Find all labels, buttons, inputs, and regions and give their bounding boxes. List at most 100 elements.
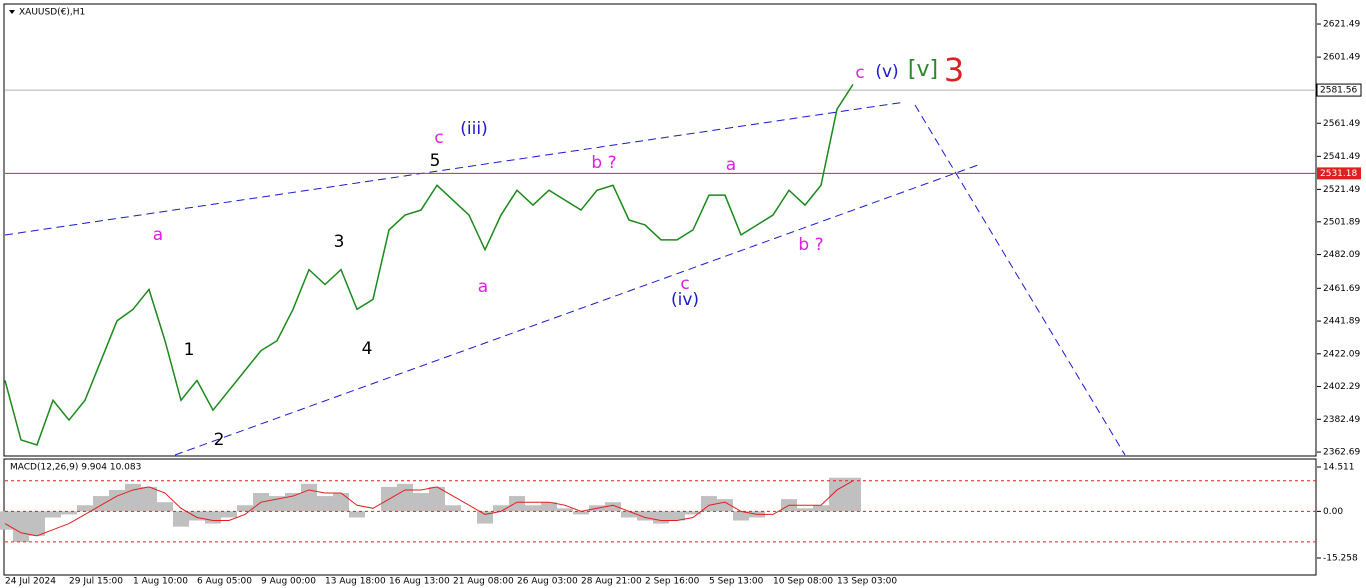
macd-bar [173, 511, 189, 527]
x-tick-label: 24 Jul 2024 [5, 577, 56, 587]
x-tick-label: 9 Aug 00:00 [261, 577, 316, 587]
macd-bar [493, 505, 509, 512]
macd-bar [525, 505, 541, 512]
macd-bar [333, 493, 349, 512]
macd-bar [541, 502, 557, 512]
macd-bar [29, 511, 45, 536]
menu-arrow [9, 10, 15, 14]
y-tick-label: 14.511 [1323, 463, 1355, 473]
chart-title: XAUUSD(€),H1 [19, 8, 85, 18]
macd-bar [221, 511, 237, 518]
y-tick-label: 2521.49 [1323, 185, 1360, 195]
y-tick-label: 2601.49 [1323, 53, 1360, 63]
macd-bar [77, 505, 93, 512]
y-tick-label: 2422.09 [1323, 349, 1360, 359]
macd-bar [349, 511, 365, 518]
wave-label: a [153, 225, 163, 245]
x-tick-label: 5 Sep 13:00 [709, 577, 764, 587]
macd-bar [413, 493, 429, 512]
macd-bar [813, 505, 829, 512]
wave-label: (v) [875, 62, 898, 82]
y-tick-label: 2362.69 [1323, 448, 1360, 458]
signal-line [4, 480, 854, 537]
wave-label: (iii) [460, 119, 487, 139]
y-tick-label: 2541.49 [1323, 152, 1360, 162]
wave-label: 3 [944, 51, 964, 89]
projection-line [914, 104, 1126, 456]
y-tick-label: -15.258 [1323, 554, 1358, 564]
wave-label: 5 [430, 151, 441, 171]
macd-bar [125, 483, 141, 512]
x-tick-label: 16 Aug 13:00 [389, 577, 450, 587]
y-tick-label: 2441.89 [1323, 317, 1360, 327]
macd-bar [109, 489, 125, 512]
price-label: 2581.56 [1320, 86, 1357, 96]
price-box [1316, 83, 1362, 97]
x-tick-label: 6 Aug 05:00 [197, 577, 252, 587]
x-tick-label: 26 Aug 03:00 [517, 577, 578, 587]
macd-bar [573, 511, 589, 515]
macd-bar [317, 496, 333, 512]
y-tick-label: 2482.09 [1323, 250, 1360, 260]
wave-label: a [478, 277, 488, 297]
macd-bar [189, 511, 205, 521]
wave-label: (iv) [671, 290, 699, 310]
macd-bar [237, 505, 253, 512]
macd-bar [93, 496, 109, 512]
macd-bar [13, 511, 29, 542]
x-tick-label: 1 Aug 10:00 [133, 577, 188, 587]
macd-bar [477, 511, 493, 524]
macd-bar [621, 511, 637, 518]
macd-bar [45, 511, 61, 518]
y-tick-label: 2402.29 [1323, 382, 1360, 392]
x-tick-label: 28 Aug 21:00 [581, 577, 642, 587]
macd-bar [285, 493, 301, 512]
y-tick-label: 2561.49 [1323, 119, 1360, 129]
wave-label: 2 [214, 430, 225, 450]
macd-bar [205, 511, 221, 524]
x-tick-label: 2 Sep 16:00 [645, 577, 700, 587]
macd-bar [717, 499, 733, 512]
y-tick-label: 0.00 [1323, 507, 1343, 517]
wave-label: a [726, 155, 736, 175]
macd-bar [733, 511, 749, 521]
y-tick-label: 2621.49 [1323, 20, 1360, 30]
macd-bar [845, 477, 861, 512]
wave-label: c [434, 128, 443, 148]
wave-label: 3 [334, 232, 345, 252]
macd-bar [61, 511, 77, 515]
price-panel [3, 3, 1317, 457]
macd-bar [509, 496, 525, 512]
x-tick-label: 13 Sep 03:00 [837, 577, 897, 587]
wave-label: [v] [908, 57, 938, 82]
macd-bar [653, 511, 669, 524]
x-tick-label: 21 Aug 08:00 [453, 577, 514, 587]
macd-bar [301, 483, 317, 512]
level-box [1317, 167, 1361, 180]
y-tick-label: 2461.69 [1323, 284, 1360, 294]
macd-bar [637, 511, 653, 521]
x-tick-label: 29 Jul 15:00 [69, 577, 123, 587]
macd-bar [605, 502, 621, 512]
wave-label: b ? [798, 235, 823, 255]
wave-label: c [680, 274, 689, 294]
macd-bar [0, 511, 13, 530]
macd-bar [397, 483, 413, 512]
y-tick-label: 2382.49 [1323, 415, 1360, 425]
wave-label: 4 [362, 339, 373, 359]
price-series [4, 83, 854, 446]
macd-bar [829, 477, 845, 512]
macd-bar [685, 511, 701, 515]
wave-label: 1 [184, 340, 195, 360]
macd-bar [701, 496, 717, 512]
trend-lines [4, 101, 1126, 456]
x-tick-label: 10 Sep 08:00 [773, 577, 833, 587]
wave-label: c [855, 63, 864, 83]
macd-bar [429, 486, 445, 512]
macd-bar [157, 502, 173, 512]
macd-bar [557, 508, 573, 512]
y-tick-label: 2501.89 [1323, 217, 1360, 227]
macd-bar [797, 508, 813, 512]
wave-label: b ? [591, 153, 616, 173]
